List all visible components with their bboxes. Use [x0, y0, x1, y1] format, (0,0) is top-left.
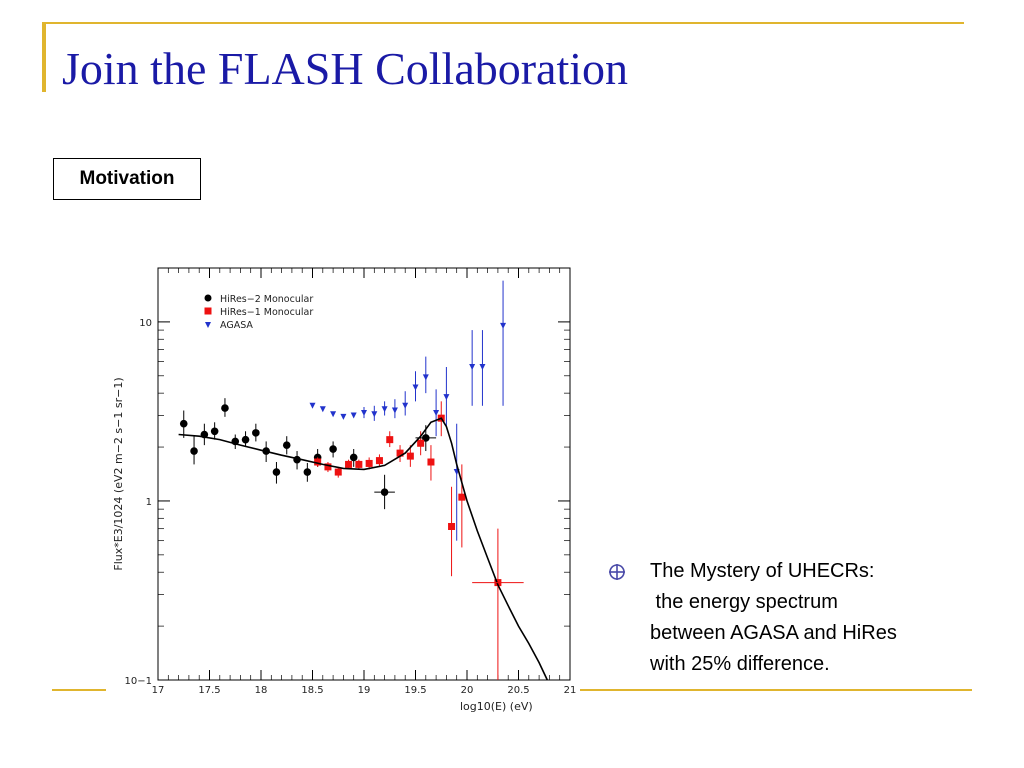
agasa-point	[469, 363, 476, 370]
x-tick-label: 20	[461, 685, 474, 696]
bullet-text: The Mystery of UHECRs: the energy spectr…	[650, 556, 990, 680]
hires1-point	[324, 463, 332, 471]
hires1-point	[355, 460, 363, 468]
x-axis-label: log10(E) (eV)	[460, 700, 533, 713]
footer-accent-line-left	[52, 689, 106, 691]
x-tick-label: 17.5	[198, 685, 220, 696]
hires2-point	[241, 435, 250, 444]
hires2-point	[252, 429, 260, 437]
hires2-point	[190, 447, 198, 455]
agasa-point	[340, 413, 347, 420]
legend-marker-hires1	[204, 307, 212, 315]
footer-accent-line-right	[580, 689, 972, 691]
model-fit-curve	[178, 417, 549, 681]
hires2-point	[210, 427, 219, 436]
x-tick-label: 18.5	[301, 685, 323, 696]
agasa-point	[309, 402, 316, 409]
bullet-line-2: the energy spectrum	[650, 591, 838, 613]
agasa-point	[350, 412, 357, 419]
x-tick-label: 21	[564, 685, 577, 696]
agasa-point	[479, 363, 486, 370]
x-tick-label: 20.5	[507, 685, 529, 696]
hires2-point	[349, 453, 358, 462]
y-tick-label: 10	[139, 318, 152, 329]
top-accent-line	[42, 22, 964, 24]
hires2-point	[272, 468, 281, 476]
legend-marker-hires2	[204, 294, 212, 302]
hires2-point	[329, 445, 337, 453]
section-label-box: Motivation	[53, 158, 201, 200]
agasa-point	[443, 394, 450, 401]
hires1-point	[375, 457, 383, 465]
y-tick-label: 10−1	[125, 676, 152, 687]
section-label: Motivation	[79, 168, 175, 189]
hires1-point	[448, 522, 456, 530]
circle-cross-bullet-icon	[609, 564, 625, 580]
agasa-point	[412, 384, 419, 391]
bullet-line-3: between AGASA and HiRes	[650, 622, 897, 644]
hires1-point	[386, 436, 394, 444]
hires1-point	[417, 439, 425, 447]
left-accent-bar	[42, 22, 46, 92]
y-axis-label: Flux*E3/1024 (eV2 m−2 s−1 sr−1)	[112, 377, 125, 570]
x-tick-label: 19.5	[404, 685, 426, 696]
hires1-point	[406, 452, 414, 460]
hires2-point	[221, 404, 229, 412]
hires1-point	[365, 459, 373, 467]
agasa-point	[319, 406, 326, 413]
legend-entry: HiRes−1 Monocular	[220, 307, 313, 318]
legend-marker-agasa	[205, 322, 211, 328]
y-tick-label: 1	[146, 497, 152, 508]
chart-svg: 17 17.5 18 18.5 19 19.5 20 20.5 21 10−1 1 10 log10(E…	[112, 267, 577, 713]
x-tick-label: 18	[255, 685, 268, 696]
agasa-point	[330, 411, 337, 418]
hires1-point	[314, 458, 322, 466]
agasa-point	[391, 407, 398, 414]
hires1-point	[345, 460, 353, 468]
x-tick-label: 19	[358, 685, 371, 696]
bullet-line-1: The Mystery of UHECRs:	[650, 560, 875, 582]
agasa-point	[361, 409, 367, 416]
x-tick-label: 17	[152, 685, 165, 696]
hires1-point	[334, 468, 342, 476]
hires1-point	[396, 449, 404, 457]
agasa-point	[402, 402, 409, 409]
agasa-point	[371, 411, 378, 418]
hires2-point	[179, 419, 188, 428]
bullet-line-4: with 25% difference.	[650, 653, 830, 675]
slide-title: Join the FLASH Collaboration	[62, 43, 629, 94]
hires2-point	[282, 441, 291, 449]
agasa-point	[433, 409, 440, 416]
legend-entry: AGASA	[220, 320, 253, 331]
hires1-point	[427, 458, 435, 466]
agasa-point	[381, 406, 388, 413]
agasa-point	[500, 322, 507, 329]
hires2-point	[303, 468, 312, 476]
hires1-point	[458, 493, 466, 501]
flux-spectrum-chart: 17 17.5 18 18.5 19 19.5 20 20.5 21 10−1 1 10 log10(E…	[100, 260, 590, 720]
agasa-point	[422, 374, 429, 381]
legend-entry: HiRes−2 Monocular	[220, 294, 313, 305]
